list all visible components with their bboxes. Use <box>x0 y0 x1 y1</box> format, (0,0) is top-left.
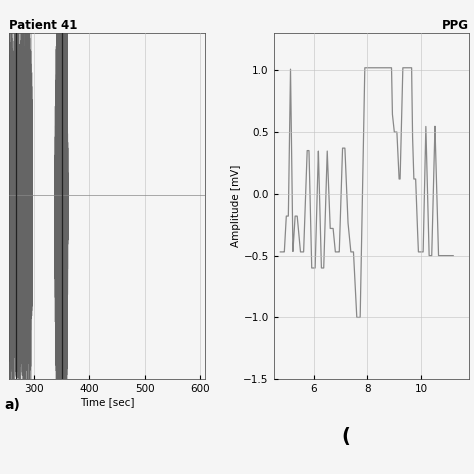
Text: a): a) <box>5 398 20 412</box>
Y-axis label: Amplitude [mV]: Amplitude [mV] <box>230 165 241 247</box>
X-axis label: Time [sec]: Time [sec] <box>80 397 135 407</box>
Text: Patient 41: Patient 41 <box>9 19 78 32</box>
Text: (: ( <box>341 427 350 446</box>
Text: PPG: PPG <box>442 19 469 32</box>
